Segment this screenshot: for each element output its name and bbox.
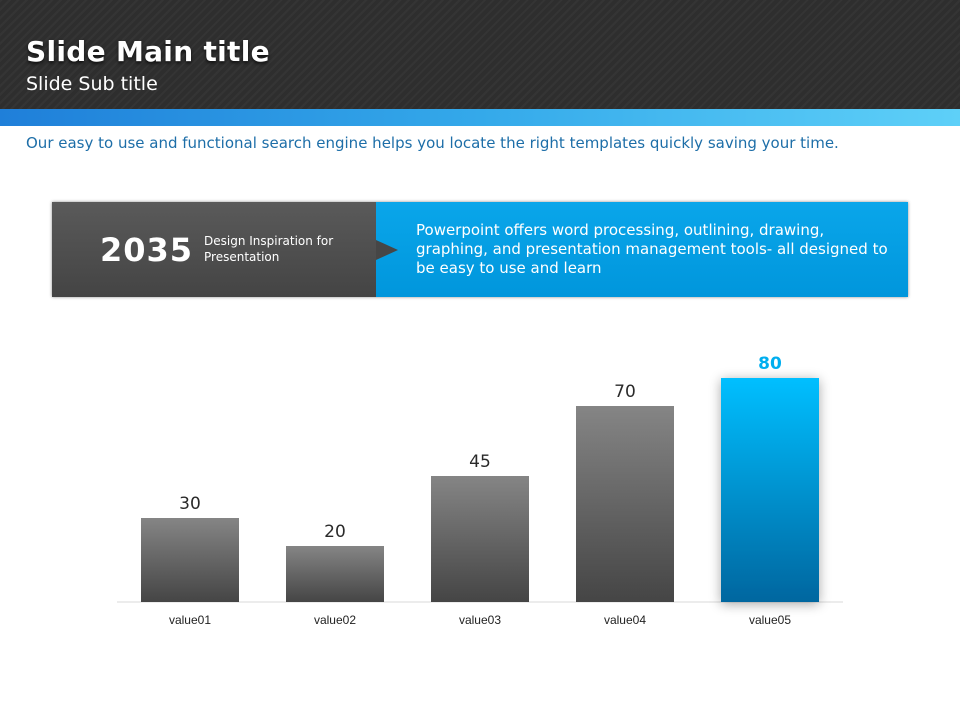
category-label-value01: value01 bbox=[169, 613, 211, 627]
info-caption: Design Inspiration for Presentation bbox=[204, 234, 334, 264]
accent-stripe bbox=[0, 109, 960, 126]
bar-value03 bbox=[431, 476, 529, 602]
value-label-value02: 20 bbox=[324, 522, 346, 542]
bar-series: 30 value01 20 value02 45 value03 70 value04 80 va… bbox=[141, 354, 819, 627]
value-label-value05: 80 bbox=[758, 354, 782, 374]
bar-value04 bbox=[576, 406, 674, 602]
info-right-panel bbox=[376, 202, 908, 297]
bar-value01 bbox=[141, 518, 239, 602]
intro-text: Our easy to use and functional search en… bbox=[26, 134, 839, 152]
slide-sub-title: Slide Sub title bbox=[26, 73, 158, 95]
slide-header: Slide Main title Slide Sub title bbox=[0, 0, 960, 109]
value-label-value03: 45 bbox=[469, 452, 491, 472]
value-label-value04: 70 bbox=[614, 382, 636, 402]
value-label-value01: 30 bbox=[179, 494, 201, 514]
category-label-value04: value04 bbox=[604, 613, 646, 627]
info-band: 2035 Design Inspiration for Presentation… bbox=[52, 202, 908, 297]
pointer-arrow-icon bbox=[376, 240, 398, 260]
bar-value05 bbox=[721, 378, 819, 602]
category-label-value02: value02 bbox=[314, 613, 356, 627]
info-left-panel: 2035 Design Inspiration for Presentation bbox=[52, 202, 376, 297]
category-label-value05: value05 bbox=[749, 613, 791, 627]
slide-main-title: Slide Main title bbox=[26, 35, 270, 68]
info-year: 2035 bbox=[100, 231, 194, 269]
info-description: Powerpoint offers word processing, outli… bbox=[416, 221, 888, 277]
category-label-value03: value03 bbox=[459, 613, 501, 627]
bar-value02 bbox=[286, 546, 384, 602]
